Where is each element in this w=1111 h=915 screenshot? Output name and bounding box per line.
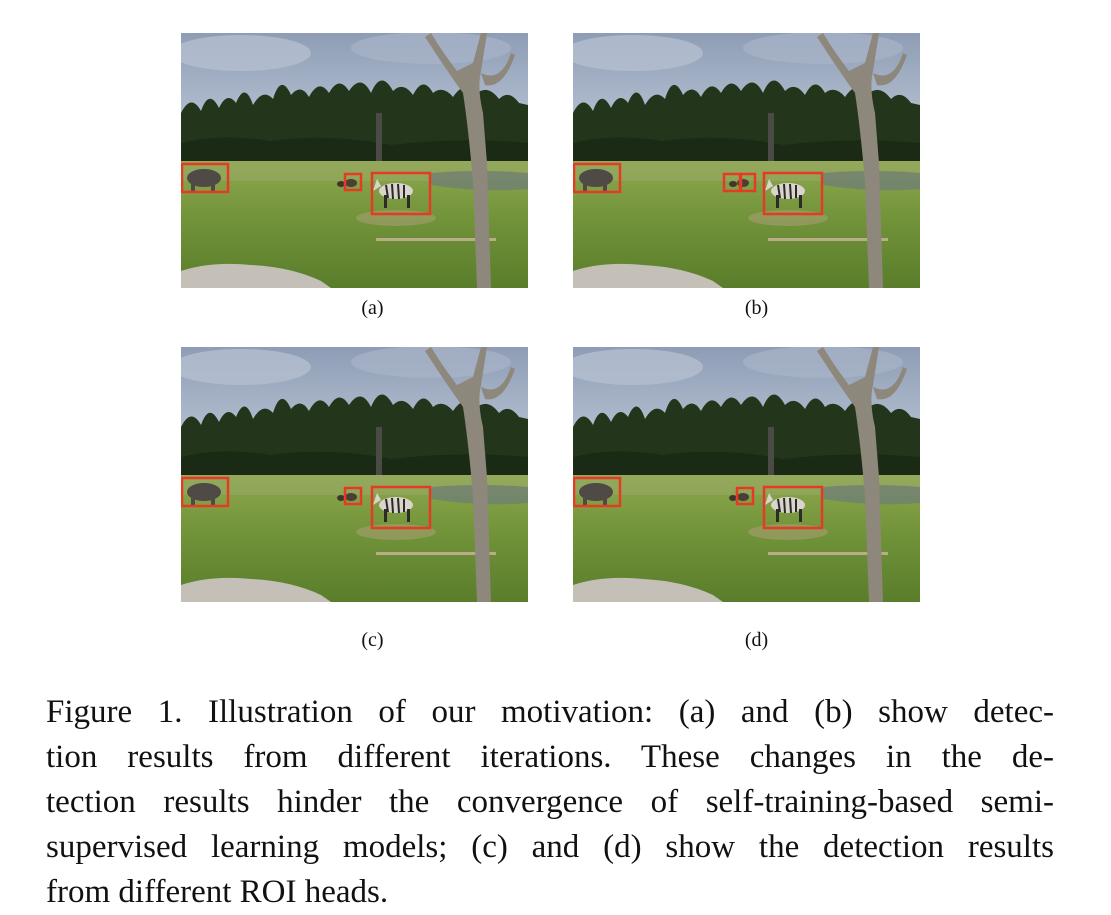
donkey xyxy=(345,493,357,501)
panel-d xyxy=(573,347,920,602)
detection-box-donkey-small xyxy=(735,486,755,506)
scene-image xyxy=(573,347,920,602)
scene-image xyxy=(573,33,920,288)
caption-line: from different ROI heads. xyxy=(46,874,389,910)
panel-b-label: (b) xyxy=(744,297,769,319)
zebra xyxy=(373,493,413,522)
detection-boxes xyxy=(181,476,432,530)
detection-box-zebra xyxy=(762,171,824,216)
detection-box-donkey-small xyxy=(343,172,363,192)
rock xyxy=(181,263,331,288)
figure-caption: Figure 1. Illustration of our motivation… xyxy=(46,690,1054,915)
zebra xyxy=(765,179,805,208)
dead-tree xyxy=(425,33,491,288)
zebra xyxy=(765,493,805,522)
rhino xyxy=(187,483,221,501)
panel-c xyxy=(181,347,528,602)
rock xyxy=(181,577,331,602)
detection-box-donkey-right xyxy=(739,172,757,193)
scene-image xyxy=(181,347,528,602)
rhino xyxy=(579,169,613,187)
caption-line: tection results hinder the convergence o… xyxy=(46,784,1054,820)
detection-box-zebra xyxy=(762,485,824,530)
detection-box-rhino xyxy=(181,476,230,508)
dead-tree xyxy=(425,347,491,602)
detection-boxes xyxy=(573,476,824,530)
detection-box-zebra xyxy=(370,171,432,216)
detection-boxes xyxy=(181,162,432,216)
rock xyxy=(573,577,723,602)
dead-tree xyxy=(817,347,883,602)
detection-box-zebra xyxy=(370,485,432,530)
rhino xyxy=(187,169,221,187)
dead-tree xyxy=(817,33,883,288)
caption-line: supervised learning models; (c) and (d) … xyxy=(46,829,1054,865)
detection-box-donkey-small xyxy=(343,486,363,506)
rock xyxy=(573,263,723,288)
donkey xyxy=(737,493,749,501)
panel-b xyxy=(573,33,920,288)
caption-line: tion results from different iterations. … xyxy=(46,739,1054,775)
detection-box-rhino xyxy=(181,162,230,194)
scene-image xyxy=(181,33,528,288)
detection-box-rhino xyxy=(573,162,622,194)
panel-a-label: (a) xyxy=(361,297,384,319)
detection-boxes xyxy=(573,162,824,216)
panel-c-label: (c) xyxy=(361,629,384,651)
detection-box-rhino xyxy=(573,476,622,508)
caption-line: Figure 1. Illustration of our motivation… xyxy=(46,694,1054,730)
donkey xyxy=(345,179,357,187)
panel-d-label: (d) xyxy=(744,629,769,651)
panel-a xyxy=(181,33,528,288)
rhino xyxy=(579,483,613,501)
zebra xyxy=(373,179,413,208)
